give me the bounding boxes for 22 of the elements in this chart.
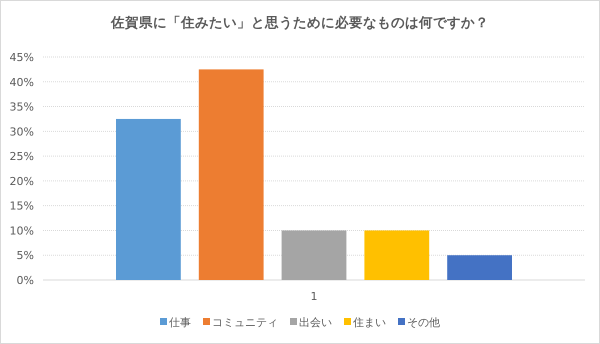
bar (364, 230, 430, 280)
legend-label: 住まい (353, 316, 386, 329)
x-tick-label: 1 (310, 290, 318, 303)
bar (282, 230, 346, 280)
bar (447, 255, 512, 280)
y-tick-label: 15% (10, 200, 34, 213)
y-tick-label: 25% (10, 150, 34, 164)
legend-label: その他 (407, 316, 440, 329)
y-tick-label: 35% (10, 100, 34, 114)
legend-label: 仕事 (169, 316, 191, 329)
y-tick-label: 10% (10, 224, 34, 238)
y-tick-label: 45% (10, 51, 34, 64)
legend-label: コミュニティ (212, 316, 278, 329)
y-tick-label: 20% (10, 174, 34, 188)
y-tick-label: 5% (16, 249, 34, 262)
y-tick-label: 0% (16, 274, 34, 287)
y-tick-label: 40% (10, 76, 34, 89)
y-tick-label: 30% (10, 125, 34, 138)
bar (198, 69, 264, 280)
chart-title: 佐賀県に「住みたい」と思うために必要なものは何ですか？ (110, 14, 489, 31)
bar (116, 118, 181, 280)
legend-label: 出会い (299, 316, 332, 329)
